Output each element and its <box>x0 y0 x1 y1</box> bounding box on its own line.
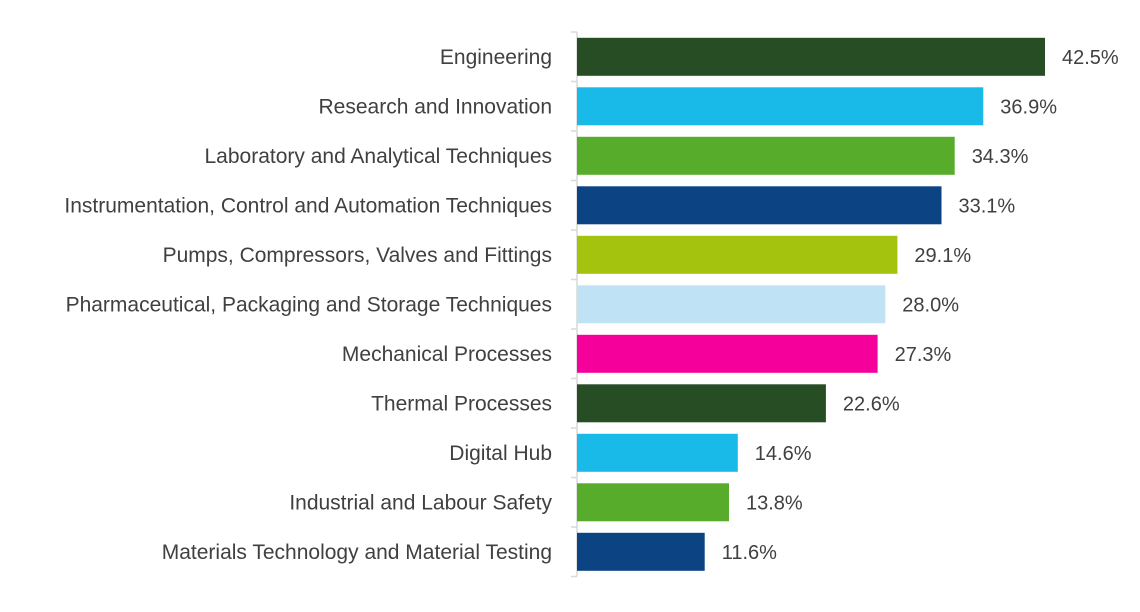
data-label: 14.6% <box>755 443 812 465</box>
bar <box>577 87 984 126</box>
category-label: Instrumentation, Control and Automation … <box>64 194 552 217</box>
data-label: 33.1% <box>959 195 1016 217</box>
category-label: Research and Innovation <box>319 95 553 118</box>
bar <box>577 334 878 373</box>
data-label: 13.8% <box>746 492 803 514</box>
bar <box>577 285 886 324</box>
category-label: Mechanical Processes <box>342 343 552 366</box>
data-label: 29.1% <box>914 245 971 267</box>
data-label: 11.6% <box>722 542 777 564</box>
bar <box>577 136 955 175</box>
category-label: Materials Technology and Material Testin… <box>162 541 552 564</box>
bar <box>577 235 898 274</box>
category-label: Pharmaceutical, Packaging and Storage Te… <box>66 293 552 316</box>
axis-layer <box>571 31 578 578</box>
bars-layer <box>577 37 1045 571</box>
category-label: Industrial and Labour Safety <box>289 491 552 514</box>
data-label: 28.0% <box>902 294 959 316</box>
category-label: Engineering <box>440 46 552 69</box>
data-label: 22.6% <box>843 393 900 415</box>
bar <box>577 433 738 472</box>
category-label: Digital Hub <box>449 442 552 465</box>
data-label: 42.5% <box>1062 47 1119 69</box>
bar <box>577 384 826 423</box>
category-label: Thermal Processes <box>371 392 552 415</box>
category-label: Laboratory and Analytical Techniques <box>204 145 552 168</box>
data-label: 36.9% <box>1000 96 1057 118</box>
data-label: 34.3% <box>972 146 1029 168</box>
bar <box>577 483 729 522</box>
bar <box>577 186 942 225</box>
labels-layer: Engineering 42.5% Research and Innovation 3… <box>64 46 1119 564</box>
bar <box>577 37 1045 76</box>
bar <box>577 532 705 571</box>
data-label: 27.3% <box>895 344 952 366</box>
category-label: Pumps, Compressors, Valves and Fittings <box>163 244 552 267</box>
